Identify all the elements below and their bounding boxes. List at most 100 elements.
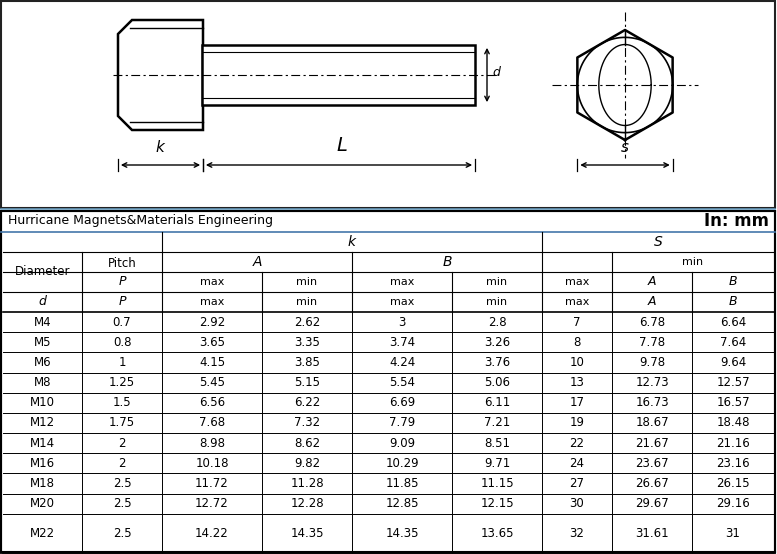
Text: 6.11: 6.11: [484, 396, 510, 409]
Text: M22: M22: [30, 527, 55, 540]
Text: 13.65: 13.65: [480, 527, 514, 540]
Text: 12.15: 12.15: [480, 497, 514, 510]
Text: M10: M10: [30, 396, 55, 409]
Text: In: mm: In: mm: [704, 212, 769, 230]
Text: M4: M4: [33, 316, 51, 329]
Text: 8.51: 8.51: [484, 437, 510, 450]
Text: 23.67: 23.67: [635, 456, 669, 470]
Text: 7.21: 7.21: [484, 417, 510, 429]
Text: 21.67: 21.67: [635, 437, 669, 450]
Text: M6: M6: [33, 356, 51, 369]
Text: max: max: [390, 297, 414, 307]
Polygon shape: [118, 20, 203, 130]
Text: B: B: [729, 275, 737, 289]
Text: M20: M20: [30, 497, 55, 510]
Text: M5: M5: [33, 336, 51, 349]
Text: 23.16: 23.16: [716, 456, 750, 470]
Text: 10: 10: [570, 356, 584, 369]
Text: 17: 17: [570, 396, 584, 409]
Text: 9.71: 9.71: [484, 456, 510, 470]
Text: 8.62: 8.62: [294, 437, 320, 450]
Text: min: min: [297, 277, 318, 287]
Text: 21.16: 21.16: [716, 437, 750, 450]
Text: 19: 19: [570, 417, 584, 429]
Text: 6.22: 6.22: [294, 396, 320, 409]
Text: 3: 3: [399, 316, 406, 329]
Text: 3.74: 3.74: [389, 336, 415, 349]
Text: 2.8: 2.8: [488, 316, 507, 329]
Text: 3.35: 3.35: [294, 336, 320, 349]
Text: 13: 13: [570, 376, 584, 389]
Text: 5.45: 5.45: [199, 376, 225, 389]
Text: B: B: [729, 295, 737, 309]
Text: 12.28: 12.28: [290, 497, 324, 510]
Text: min: min: [297, 297, 318, 307]
Text: 5.06: 5.06: [484, 376, 510, 389]
Text: 10.29: 10.29: [385, 456, 419, 470]
Text: 29.67: 29.67: [635, 497, 669, 510]
Text: 9.78: 9.78: [639, 356, 665, 369]
Text: 27: 27: [570, 477, 584, 490]
Text: A: A: [648, 275, 657, 289]
Text: 4.15: 4.15: [199, 356, 225, 369]
Bar: [202, 45, 475, 105]
Text: 3.26: 3.26: [484, 336, 510, 349]
Text: P: P: [118, 275, 126, 289]
Text: max: max: [200, 297, 225, 307]
Text: max: max: [565, 297, 589, 307]
Text: Pitch: Pitch: [108, 258, 137, 270]
Text: 31.61: 31.61: [635, 527, 669, 540]
Text: S: S: [653, 235, 662, 249]
Text: 1.5: 1.5: [113, 396, 131, 409]
Text: 14.35: 14.35: [385, 527, 419, 540]
Text: B: B: [442, 255, 451, 269]
Text: 24: 24: [570, 456, 584, 470]
Text: M8: M8: [33, 376, 51, 389]
Text: max: max: [565, 277, 589, 287]
Text: max: max: [200, 277, 225, 287]
Text: 1.25: 1.25: [109, 376, 135, 389]
Text: min: min: [682, 257, 703, 267]
Text: M12: M12: [30, 417, 55, 429]
Text: 18.67: 18.67: [635, 417, 669, 429]
Text: max: max: [390, 277, 414, 287]
Text: 9.09: 9.09: [389, 437, 415, 450]
Text: 12.57: 12.57: [716, 376, 750, 389]
Text: 7.79: 7.79: [388, 417, 415, 429]
Text: 16.73: 16.73: [635, 396, 669, 409]
Text: M18: M18: [30, 477, 55, 490]
Text: 7.32: 7.32: [294, 417, 320, 429]
Text: 12.72: 12.72: [195, 497, 229, 510]
Text: 2: 2: [118, 456, 126, 470]
Text: 7: 7: [573, 316, 580, 329]
Text: 6.64: 6.64: [720, 316, 746, 329]
Text: 14.35: 14.35: [291, 527, 324, 540]
Text: min: min: [486, 297, 507, 307]
Text: 7.68: 7.68: [199, 417, 225, 429]
Text: 9.64: 9.64: [720, 356, 746, 369]
Text: P: P: [118, 295, 126, 309]
Text: 1: 1: [118, 356, 126, 369]
Text: 16.57: 16.57: [716, 396, 750, 409]
Text: s: s: [621, 140, 629, 155]
Text: 3.76: 3.76: [484, 356, 510, 369]
Text: Hurricane Magnets&Materials Engineering: Hurricane Magnets&Materials Engineering: [8, 214, 273, 228]
Text: 6.56: 6.56: [199, 396, 225, 409]
Text: 32: 32: [570, 527, 584, 540]
Text: 11.28: 11.28: [290, 477, 324, 490]
Text: 4.24: 4.24: [388, 356, 415, 369]
Text: 6.78: 6.78: [639, 316, 665, 329]
Text: 8.98: 8.98: [199, 437, 225, 450]
Text: 7.64: 7.64: [720, 336, 746, 349]
Text: 31: 31: [726, 527, 740, 540]
Text: 12.73: 12.73: [635, 376, 669, 389]
Text: 18.48: 18.48: [716, 417, 750, 429]
Text: M16: M16: [30, 456, 55, 470]
Text: 22: 22: [570, 437, 584, 450]
Text: M14: M14: [30, 437, 55, 450]
Text: 11.85: 11.85: [385, 477, 419, 490]
Text: 5.15: 5.15: [294, 376, 320, 389]
Text: 5.54: 5.54: [389, 376, 415, 389]
Text: 2.5: 2.5: [113, 497, 131, 510]
Text: 3.65: 3.65: [199, 336, 225, 349]
